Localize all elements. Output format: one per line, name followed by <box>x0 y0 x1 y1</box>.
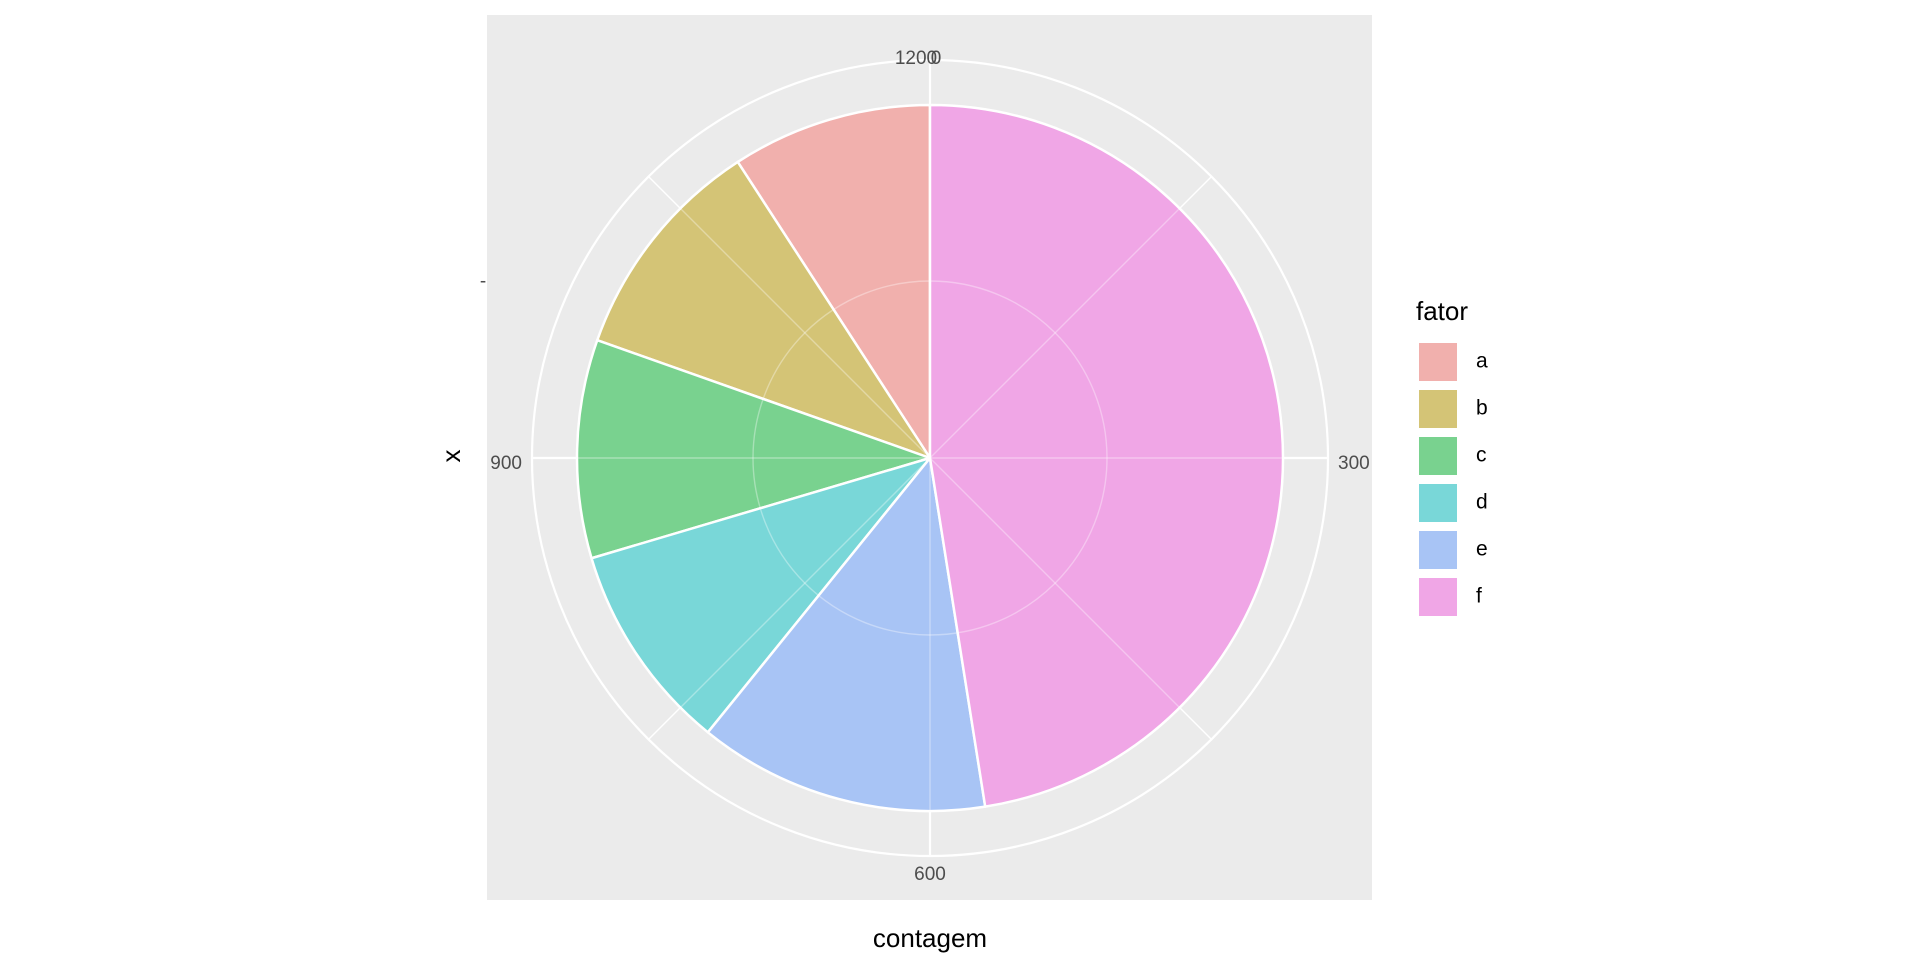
theta-tick-label-300: 300 <box>1338 453 1370 474</box>
legend-label-b: b <box>1476 397 1488 420</box>
theta-tick-label-1200: 1200 <box>895 48 937 69</box>
slice-e <box>706 456 987 813</box>
legend-label-f: f <box>1476 585 1482 608</box>
slice-b <box>595 160 932 460</box>
theta-tick-label-0: 0 <box>931 48 942 69</box>
grid-spoke-overlay <box>679 207 931 459</box>
legend-key-d <box>1417 482 1459 524</box>
x-axis-title: contagem <box>873 923 987 953</box>
legend: a b c d e f <box>1417 341 1488 618</box>
legend-label-a: a <box>1476 350 1488 373</box>
legend-key-a <box>1417 341 1459 383</box>
slice-a <box>736 103 932 460</box>
grid-spoke-overlay <box>679 457 931 709</box>
theta-tick-label-600: 600 <box>914 864 946 885</box>
grid-overlay <box>577 105 1283 811</box>
grid-spoke-overlay <box>929 457 1181 709</box>
slice-f <box>928 103 1285 808</box>
slice-layer <box>575 103 1285 813</box>
y-axis-title: x <box>436 450 466 463</box>
grid-spoke-overlay <box>929 207 1181 459</box>
theta-tick-label-900: 900 <box>490 453 522 474</box>
legend-key-e <box>1417 529 1459 571</box>
slice-c <box>575 338 932 560</box>
legend-label-c: c <box>1476 444 1487 467</box>
legend-title: fator <box>1416 296 1468 326</box>
grid-circle-inner-overlay <box>752 280 1108 636</box>
slice-d <box>590 456 932 734</box>
legend-key-f <box>1417 576 1459 618</box>
legend-key-b <box>1417 388 1459 430</box>
legend-key-c <box>1417 435 1459 477</box>
legend-label-e: e <box>1476 538 1488 561</box>
theta-tick-labels: 0 300 600 900 1200 <box>490 48 1369 885</box>
y-axis-tick-label: - <box>480 271 486 292</box>
legend-label-d: d <box>1476 491 1488 514</box>
